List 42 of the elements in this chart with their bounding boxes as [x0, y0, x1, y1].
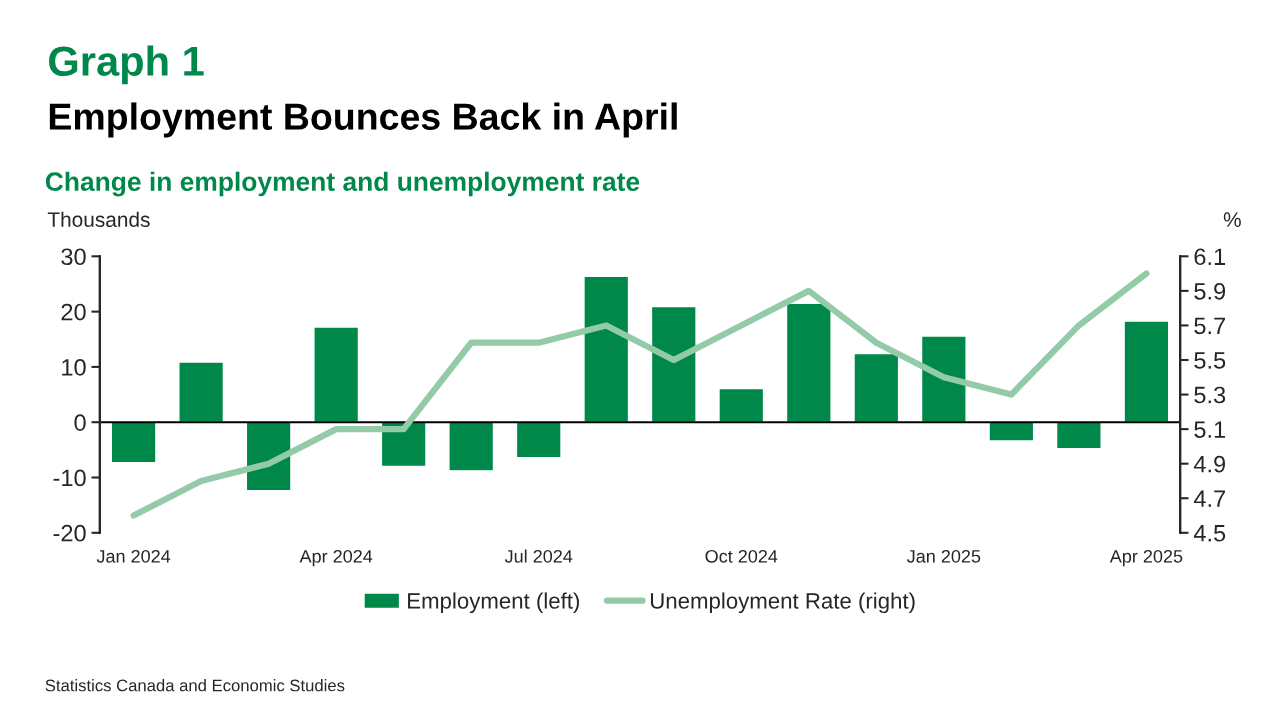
bar [448, 421, 495, 472]
y2-tick-label: 5.5 [1194, 352, 1226, 369]
y-tick-label: 0 [74, 414, 86, 431]
bar [515, 421, 562, 459]
bar [650, 305, 697, 423]
y2-axis-title: % [1223, 212, 1241, 227]
bar [313, 326, 360, 423]
text: Change in employment and unemployment rate [45, 171, 640, 197]
y2-tick-label: 6.1 [1194, 248, 1226, 266]
y-axis-title: Thousands [47, 211, 150, 228]
chart-title: Graph 1 [49, 45, 204, 85]
y-tick-label: -20 [53, 524, 86, 542]
legend-label: Employment (left) [408, 592, 579, 614]
bar [1123, 320, 1170, 423]
y-tick-label: 10 [62, 358, 86, 376]
y2-tick-label: 4.5 [1193, 525, 1226, 542]
y2-tick-label: 4.9 [1193, 455, 1226, 473]
y2-tick-label: 5.7 [1194, 317, 1225, 335]
y2-tick-label: 5.9 [1194, 282, 1226, 300]
y-tick-label: 30 [61, 248, 86, 266]
y-tick-label: 20 [61, 303, 86, 321]
x-tick-label: Apr 2024 [299, 549, 373, 567]
y2-tick-label: 5.3 [1194, 386, 1226, 404]
bar [853, 352, 900, 423]
x-tick-label: Jan 2025 [906, 549, 981, 563]
legend-label: Unemployment Rate (right) [650, 592, 915, 614]
x-tick-label: Oct 2024 [705, 549, 778, 563]
x-tick-label: Apr 2025 [1109, 549, 1183, 567]
chart-subtitle: Employment Bounces Back in April [49, 102, 677, 138]
y-tick-label: -10 [53, 469, 86, 487]
bar [583, 275, 630, 423]
bar [785, 302, 832, 423]
y2-tick-label: 4.7 [1193, 490, 1225, 507]
bar [178, 361, 225, 423]
text: Statistics Canada and Economic Studies [45, 679, 345, 692]
x-tick-label: Jul 2024 [504, 549, 573, 563]
y2-tick-label: 5.1 [1194, 421, 1226, 438]
bar [718, 387, 765, 423]
bar [1055, 421, 1102, 450]
bar [988, 421, 1035, 442]
bar [110, 421, 157, 464]
x-tick-label: Jan 2024 [96, 549, 171, 563]
